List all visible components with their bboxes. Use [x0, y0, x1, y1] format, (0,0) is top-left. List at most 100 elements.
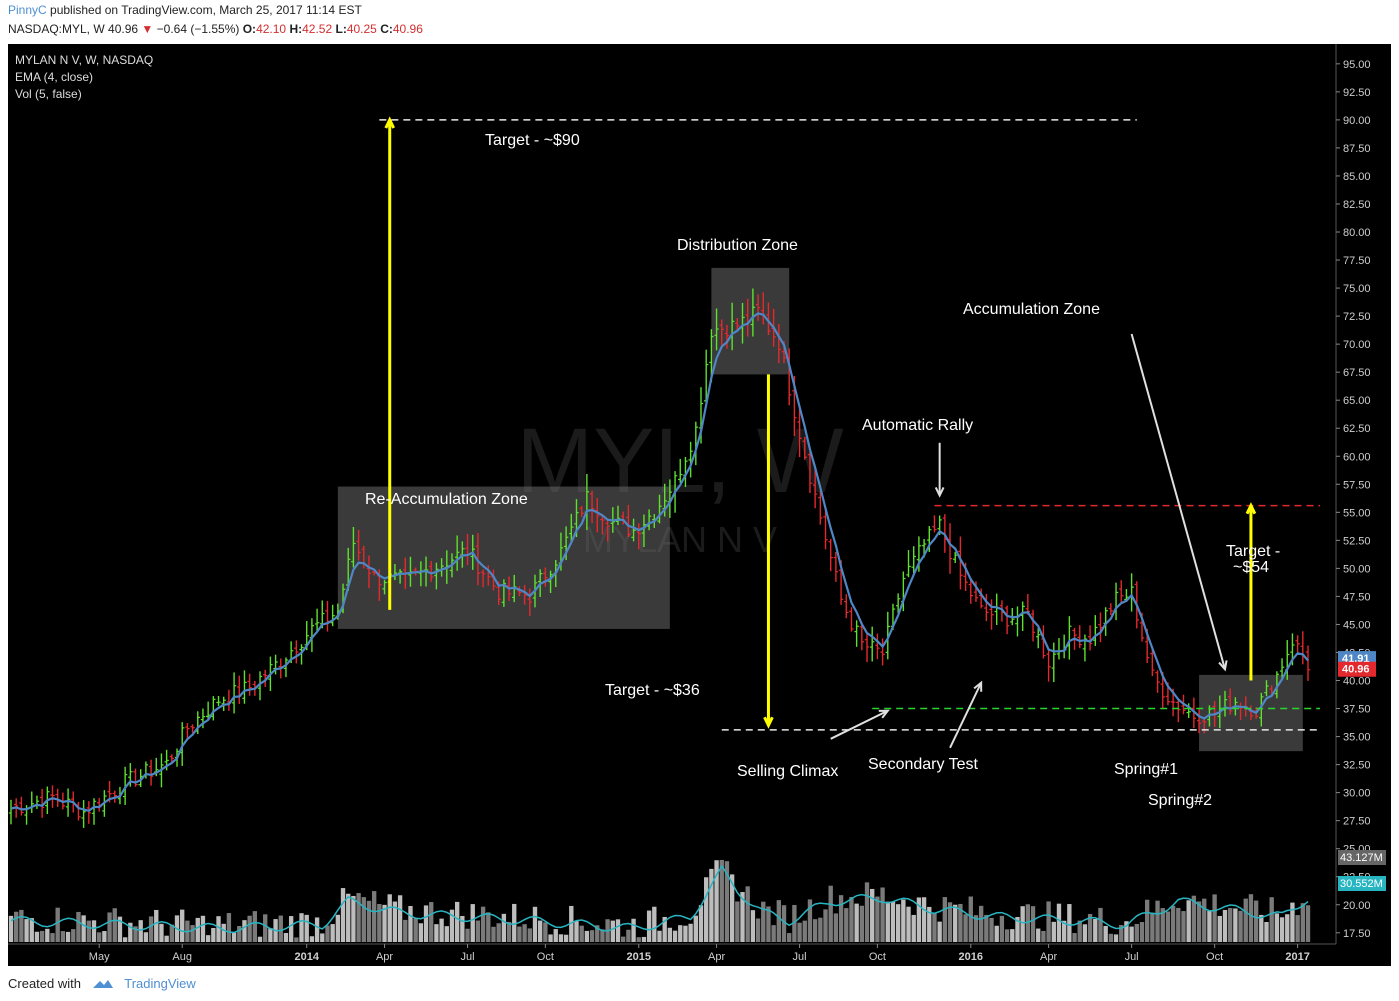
volume-bar	[496, 923, 501, 942]
ohlc-bar	[766, 302, 771, 336]
tradingview-cloud-icon	[92, 980, 113, 988]
ohlc-bar	[849, 607, 854, 632]
volume-bar	[418, 923, 424, 942]
volume-bar	[159, 923, 164, 942]
legend-vol: Vol (5, false)	[15, 87, 82, 101]
ema-line	[10, 312, 1309, 812]
secondary-test-arrow-shaft	[949, 682, 983, 749]
ohlc-bar	[1098, 612, 1103, 643]
ohlc-bar	[724, 324, 730, 349]
ohlc-bar	[818, 490, 823, 525]
ohlc-bar	[480, 569, 486, 588]
volume-bar	[984, 914, 989, 942]
volume-bar	[221, 923, 226, 942]
ohlc-bar	[579, 506, 584, 518]
ohlc-bar	[875, 633, 880, 660]
volume-ma-line	[10, 864, 1309, 934]
ohlc-bar	[864, 633, 870, 663]
volume-bar	[242, 920, 247, 942]
volume-bar	[211, 927, 216, 942]
volume-bar	[460, 916, 465, 942]
volume-bar	[465, 928, 470, 942]
ohlc-bar	[283, 657, 289, 678]
volume-bar	[652, 906, 657, 942]
volume-bar	[947, 902, 953, 942]
ohlc-bar	[29, 791, 34, 814]
volume-bar	[621, 936, 626, 942]
publish-info: published on TradingView.com, March 25, …	[50, 3, 362, 17]
volume-bar	[600, 929, 605, 942]
ohlc-bar	[1051, 642, 1056, 683]
volume-bar	[558, 934, 564, 942]
target-54-arrow-head	[1245, 502, 1257, 515]
volume-bar	[1134, 923, 1139, 942]
tradingview-link[interactable]: TradingView	[124, 976, 196, 991]
time-tick-label: Apr	[708, 951, 725, 963]
volume-bar	[553, 929, 558, 942]
time-tick-label: Oct	[537, 951, 554, 963]
volume-bar	[1305, 905, 1311, 942]
volume-bar	[335, 914, 341, 942]
volume-bar	[548, 934, 553, 942]
volume-bar	[247, 915, 252, 942]
volume-bar	[195, 917, 200, 942]
volume-bar	[968, 896, 973, 942]
volume-bar	[346, 893, 351, 942]
ohlc-bar	[735, 318, 740, 331]
volume-bar	[870, 888, 875, 942]
ohlc-bar	[231, 672, 237, 714]
volume-bar	[688, 923, 693, 942]
volume-bar	[340, 888, 346, 942]
volume-bar	[1103, 925, 1108, 942]
ohlc-bar	[65, 788, 71, 817]
price-chart[interactable]: MYL, W MYLAN N V Target - ~$90 Distributi…	[8, 44, 1391, 966]
volume-bar	[65, 931, 71, 942]
volume-bar	[288, 916, 294, 942]
volume-bar	[330, 924, 335, 942]
ohlc-bar	[911, 546, 916, 574]
volume-bar	[563, 934, 569, 942]
price-tick-label: 72.50	[1343, 311, 1371, 323]
volume-bar	[314, 917, 320, 942]
volume-bar	[994, 925, 999, 942]
high-label: H:	[289, 22, 303, 36]
down-triangle-icon: ▼	[141, 22, 154, 36]
volume-bar	[1170, 905, 1176, 942]
volume-bar	[454, 901, 460, 942]
ohlc-bar	[636, 523, 641, 550]
volume-bar	[1129, 926, 1134, 942]
ohlc-bar	[1119, 580, 1124, 604]
volume-bar	[953, 904, 958, 942]
volume-bar	[885, 901, 890, 942]
volume-bar	[1030, 906, 1036, 942]
ohlc-bar	[81, 800, 86, 828]
volume-bar	[787, 933, 792, 942]
volume-bar	[237, 926, 242, 942]
ohlc-bar	[299, 644, 304, 665]
volume-bar	[1087, 914, 1093, 942]
spring2-label: Spring#2	[1148, 792, 1212, 809]
volume-bar	[1119, 925, 1124, 942]
author-link[interactable]: PinnyC	[8, 3, 47, 17]
price-tick-label: 95.00	[1343, 59, 1371, 71]
time-tick-label: Oct	[869, 951, 886, 963]
price-tick-label: 80.00	[1343, 227, 1371, 239]
ohlc-bar	[589, 490, 595, 524]
ohlc-bar	[870, 626, 875, 662]
ohlc-bar	[994, 593, 999, 625]
price-tick-label: 47.50	[1343, 591, 1371, 603]
volume-bar	[356, 893, 361, 942]
volume-bar	[1248, 894, 1254, 942]
volume-tag-text: 43.127M	[1340, 852, 1383, 864]
volume-bar	[320, 933, 325, 942]
volume-bar	[1051, 921, 1056, 942]
volume-bar	[1056, 903, 1062, 942]
volume-bar	[1124, 921, 1129, 942]
secondary-test-arrow-head	[973, 680, 983, 692]
volume-bar	[859, 905, 865, 942]
price-change: −0.64 (−1.55%)	[156, 22, 240, 36]
volume-bar	[537, 920, 543, 942]
volume-bar	[512, 903, 517, 942]
volume-bar	[724, 861, 730, 942]
volume-bar	[29, 918, 34, 942]
